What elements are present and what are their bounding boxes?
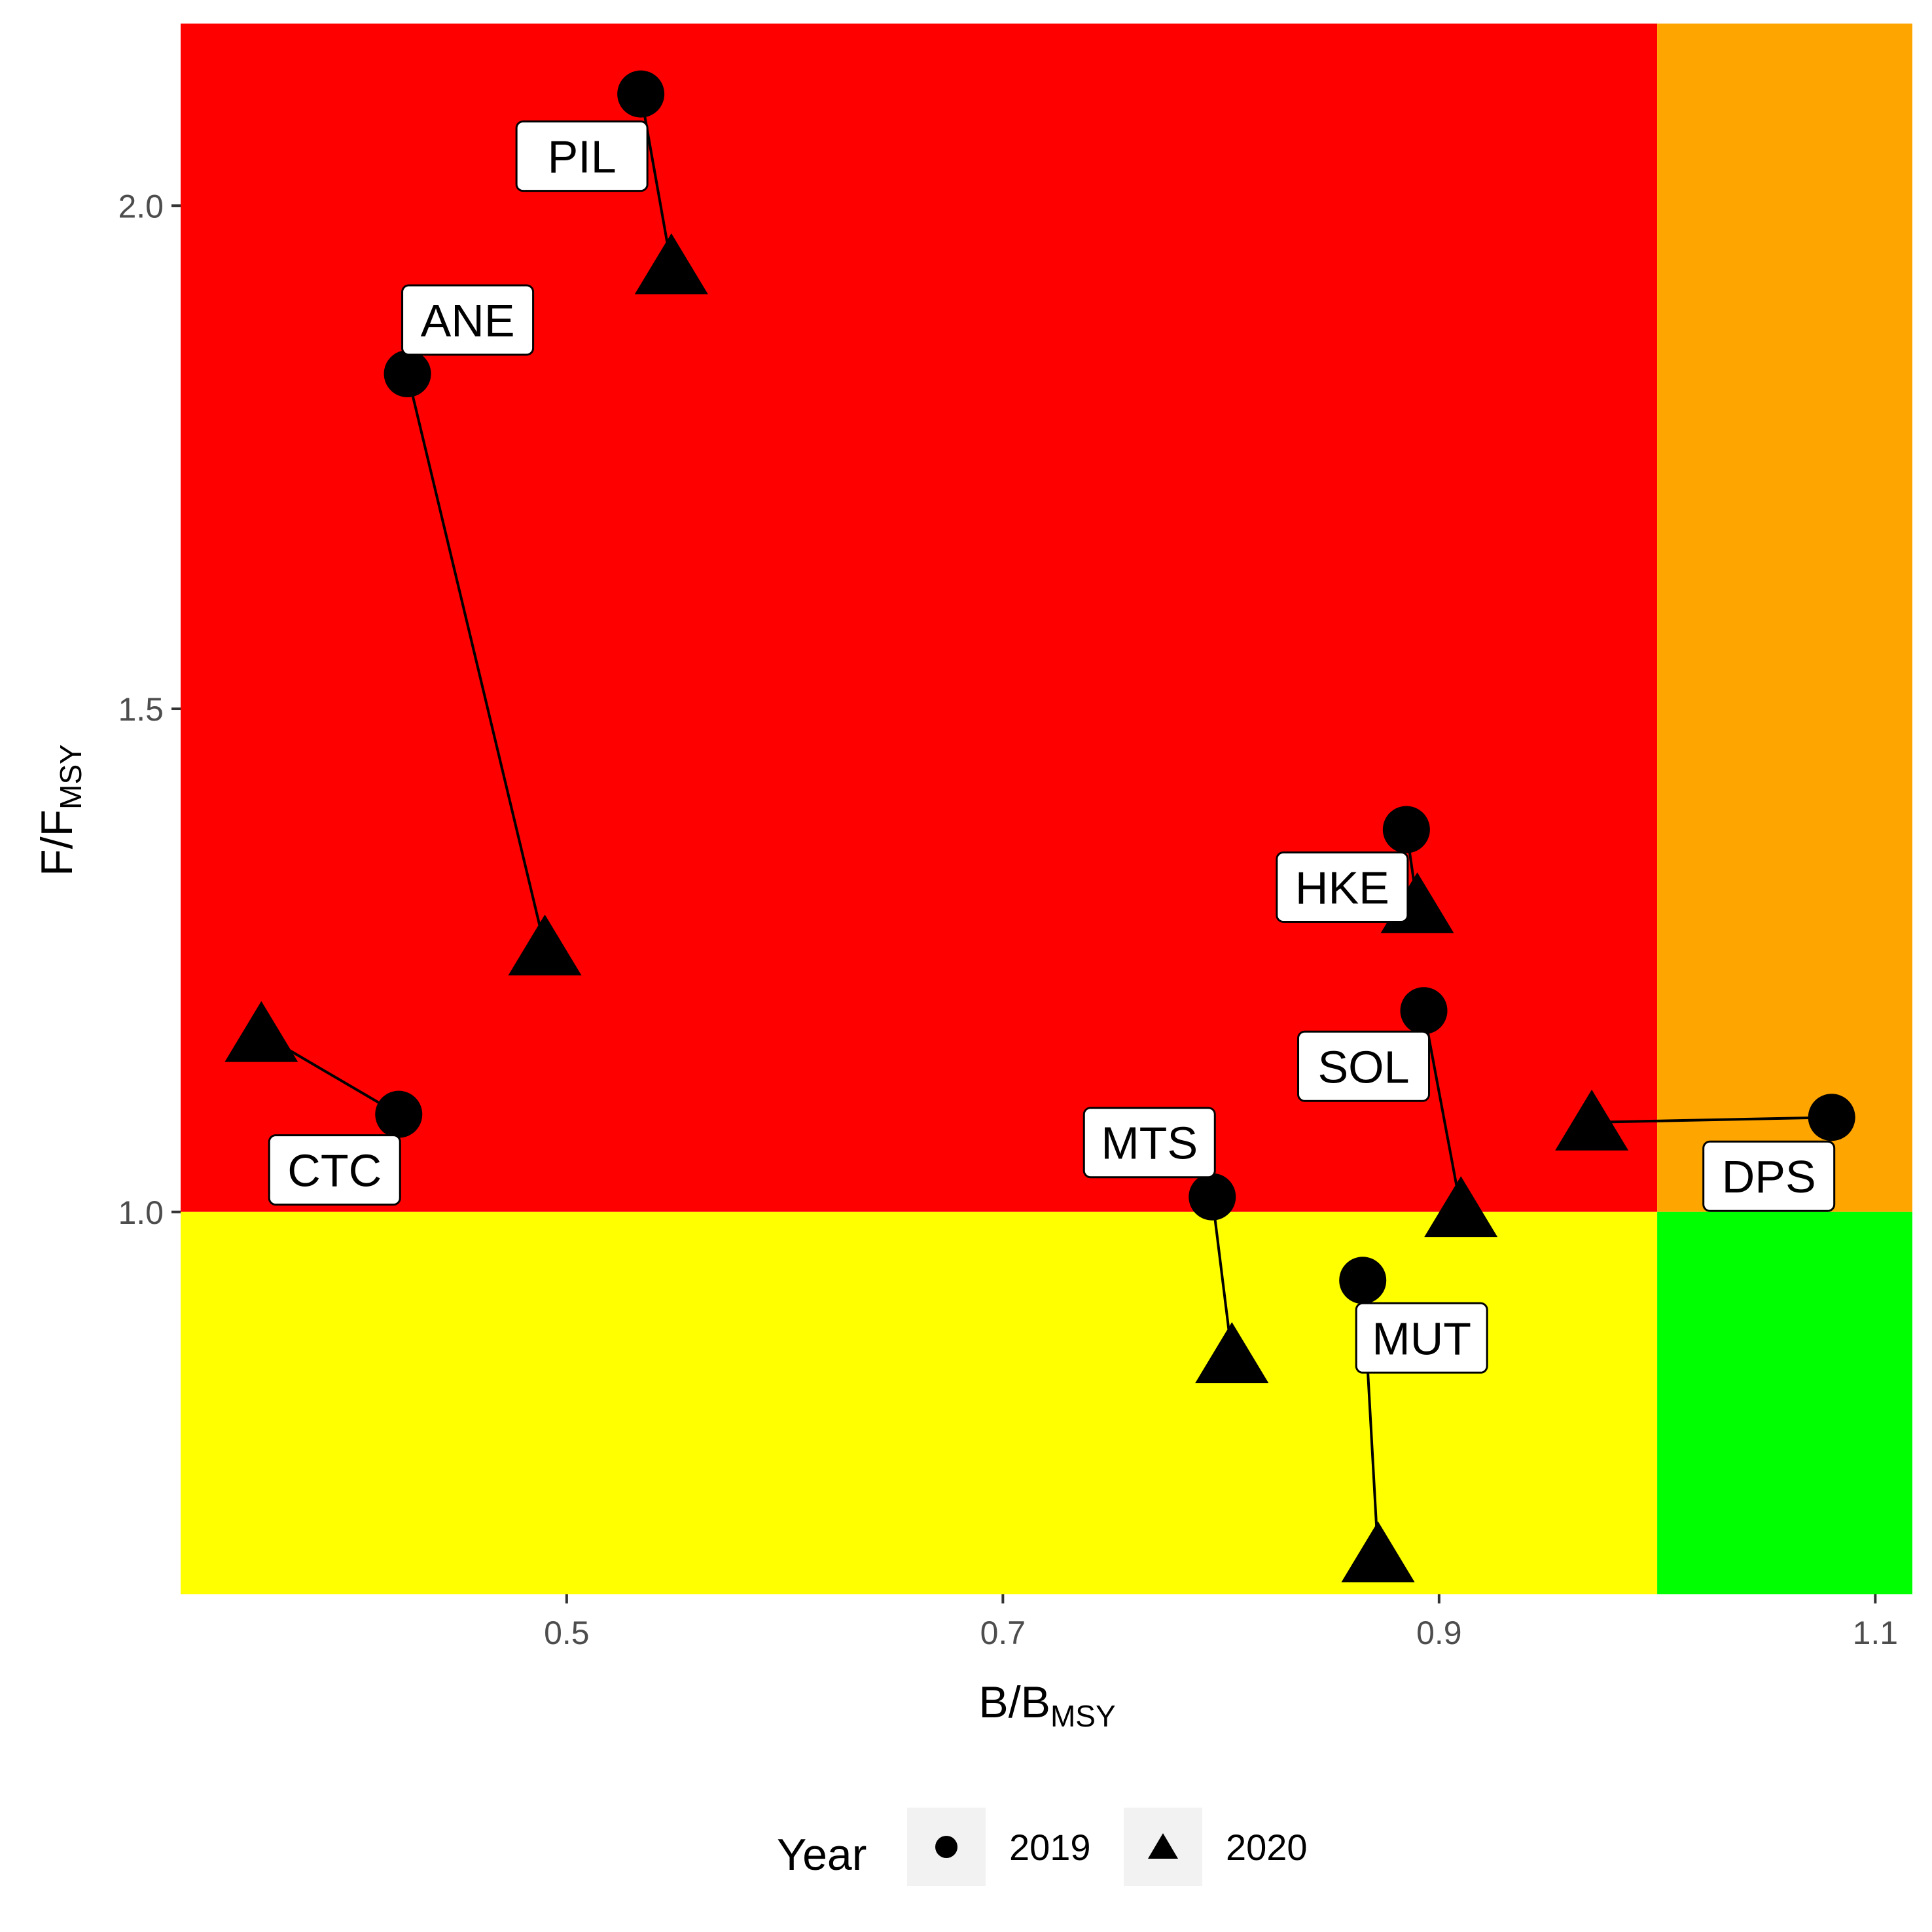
label-ane: ANE bbox=[421, 295, 515, 346]
x-tick-label-0.9: 0.9 bbox=[1416, 1615, 1462, 1651]
label-box-hke bbox=[1276, 851, 1409, 923]
point-2020-mut bbox=[1341, 1521, 1415, 1583]
x-tick-label-0.7: 0.7 bbox=[980, 1615, 1026, 1651]
y-axis-title-main: F/F bbox=[32, 810, 82, 876]
y-axis-title: F/FMSY bbox=[32, 744, 88, 876]
label-box-pil bbox=[515, 120, 649, 192]
legend-title: Year bbox=[777, 1830, 867, 1880]
point-2019-hke bbox=[1382, 806, 1430, 853]
y-axis-title-subscript: MSY bbox=[54, 744, 88, 810]
x-tick-label-0.5: 0.5 bbox=[544, 1615, 590, 1651]
point-2019-mts bbox=[1189, 1173, 1236, 1221]
label-box-ctc bbox=[268, 1134, 401, 1206]
x-tick-label-1.1: 1.1 bbox=[1853, 1615, 1899, 1651]
label-dps: DPS bbox=[1722, 1151, 1816, 1202]
label-mts: MTS bbox=[1101, 1118, 1198, 1169]
label-box-sol bbox=[1297, 1030, 1431, 1102]
point-2019-dps bbox=[1808, 1094, 1855, 1141]
point-2019-ctc bbox=[375, 1090, 423, 1138]
legend: Year 2019 2020 bbox=[777, 1808, 1308, 1886]
point-2020-ane bbox=[508, 914, 582, 976]
connector-ane bbox=[406, 373, 546, 948]
point-2020-sol bbox=[1424, 1176, 1498, 1238]
label-box-ane bbox=[401, 284, 535, 356]
point-2019-ane bbox=[384, 350, 431, 398]
quadrant-healthy-biomass-overfishing bbox=[1657, 24, 1912, 1212]
legend-key-2020-triangle-icon bbox=[1148, 1833, 1178, 1859]
x-axis-title-subscript: MSY bbox=[1050, 1699, 1116, 1733]
quadrant-backgrounds bbox=[181, 24, 1912, 1594]
y-tick-label-1.0: 1.0 bbox=[118, 1194, 164, 1231]
quadrant-overfished-overfishing bbox=[181, 24, 1658, 1212]
y-axis: 1.0 1.5 2.0 bbox=[118, 188, 181, 1231]
legend-label-2019: 2019 bbox=[1009, 1827, 1091, 1868]
point-2020-pil bbox=[634, 233, 708, 295]
label-box-mut bbox=[1355, 1302, 1488, 1374]
label-box-dps bbox=[1702, 1140, 1836, 1212]
data-points bbox=[224, 70, 1855, 1583]
y-tick-label-2.0: 2.0 bbox=[118, 188, 164, 224]
label-box-mts bbox=[1082, 1107, 1216, 1179]
quadrant-overfished-no-overfishing bbox=[181, 1211, 1658, 1594]
point-2019-mut bbox=[1339, 1257, 1387, 1304]
point-2019-pil bbox=[617, 70, 665, 118]
label-hke: HKE bbox=[1295, 863, 1389, 914]
point-2020-ctc bbox=[224, 1001, 298, 1062]
stock-labels: PIL ANE CTC HKE SOL MTS MUT DPS bbox=[268, 120, 1836, 1374]
point-2019-sol bbox=[1400, 987, 1448, 1035]
label-mut: MUT bbox=[1372, 1313, 1471, 1364]
x-axis: 0.5 0.7 0.9 1.1 bbox=[544, 1594, 1898, 1651]
label-ctc: CTC bbox=[287, 1145, 382, 1196]
x-axis-title-main: B/B bbox=[978, 1677, 1050, 1727]
x-axis-title: B/BMSY bbox=[978, 1677, 1115, 1733]
connector-dps bbox=[1592, 1116, 1832, 1124]
quadrant-sustainable bbox=[1657, 1211, 1912, 1594]
label-sol: SOL bbox=[1317, 1041, 1409, 1092]
legend-label-2020: 2020 bbox=[1226, 1827, 1308, 1868]
y-tick-label-1.5: 1.5 bbox=[118, 691, 164, 728]
legend-key-2019-circle-icon bbox=[935, 1836, 957, 1858]
label-pil: PIL bbox=[548, 132, 617, 183]
point-2020-mts bbox=[1195, 1322, 1269, 1384]
point-2020-dps bbox=[1555, 1089, 1629, 1151]
